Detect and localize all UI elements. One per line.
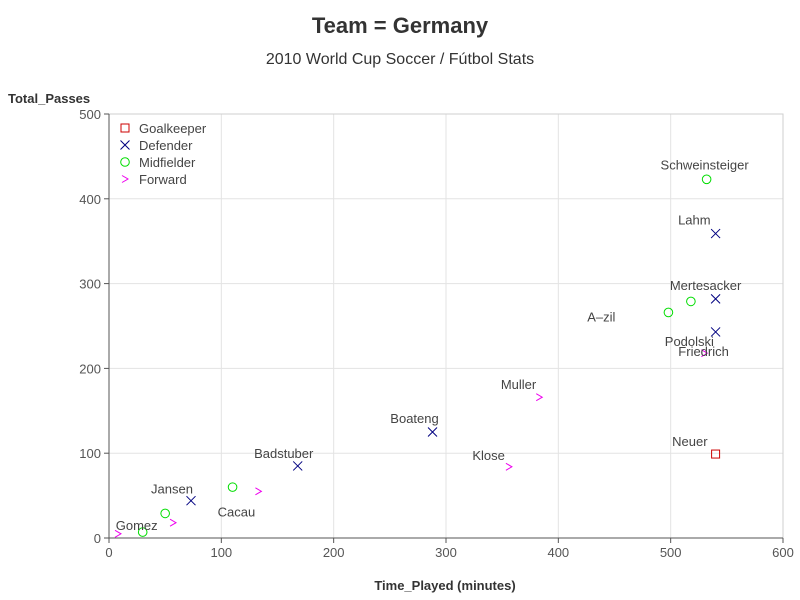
legend-marker-midfielder (120, 157, 130, 167)
chart-subtitle: 2010 World Cup Soccer / Fútbol Stats (266, 51, 534, 68)
chart-title: Team = Germany (312, 13, 489, 38)
y-tick-label: 100 (79, 446, 101, 461)
data-point-defender (710, 228, 721, 239)
point-labels: Schweinsteiger Lahm Mertesacker A–zil Friedr… (116, 157, 750, 533)
legend-marker-goalkeeper (120, 123, 130, 133)
x-tick-label: 200 (323, 545, 345, 560)
data-point-defender (710, 327, 721, 337)
x-tick-label: 500 (660, 545, 682, 560)
legend: Goalkeeper Defender Midfielder Forward (120, 121, 207, 187)
y-tick-label: 0 (94, 531, 101, 546)
point-label: Mertesacker (670, 278, 742, 293)
point-label: Gomez (116, 518, 158, 533)
data-point-midfielder (227, 482, 238, 492)
point-label: Friedrich (678, 344, 729, 359)
x-tick-label: 400 (547, 545, 569, 560)
point-label: Schweinsteiger (661, 157, 750, 172)
data-point-forward (701, 349, 709, 358)
data-point-forward (169, 518, 178, 527)
tick-labels: 0 100 200 300 400 500 600 0 100 200 300 400 500 (79, 107, 794, 560)
legend-entry-midfielder: Midfielder (139, 155, 196, 170)
point-label: A–zil (587, 309, 615, 324)
point-label: Muller (501, 377, 537, 392)
data-point-defender (186, 495, 196, 506)
legend-marker-defender (120, 140, 130, 150)
point-label: Cacau (218, 504, 256, 519)
y-tick-label: 300 (79, 277, 101, 292)
point-label: Podolski (665, 334, 714, 349)
point-label: Neuer (672, 434, 708, 449)
gridlines (109, 114, 783, 538)
y-axis-title: Total_Passes (8, 91, 90, 106)
data-point-forward (505, 462, 513, 471)
data-point-defender (292, 461, 303, 471)
x-tick-label: 100 (210, 545, 232, 560)
legend-marker-forward (121, 175, 129, 183)
point-label: Klose (472, 448, 505, 463)
data-point-midfielder (686, 296, 696, 307)
data-point-goalkeeper (711, 449, 721, 459)
x-axis-title: Time_Played (minutes) (374, 578, 515, 593)
legend-entry-defender: Defender (139, 138, 193, 153)
data-point-defender (427, 427, 438, 437)
x-tick-label: 0 (105, 545, 112, 560)
x-tick-label: 600 (772, 545, 794, 560)
legend-entry-forward: Forward (139, 172, 187, 187)
point-label: Lahm (678, 213, 711, 228)
data-point-midfielder (137, 527, 148, 537)
data-point-forward (535, 393, 544, 402)
data-point-midfielder (663, 307, 674, 318)
y-tick-label: 500 (79, 107, 101, 122)
point-label: Jansen (151, 482, 193, 497)
point-label: Boateng (390, 411, 438, 426)
y-tick-label: 200 (79, 361, 101, 376)
data-point-midfielder (701, 174, 712, 185)
data-points (114, 174, 721, 538)
data-point-defender (710, 294, 721, 304)
data-point-forward (114, 529, 122, 538)
x-tick-label: 300 (435, 545, 457, 560)
legend-entry-goalkeeper: Goalkeeper (139, 121, 207, 136)
y-tick-label: 400 (79, 192, 101, 207)
point-label: Badstuber (254, 446, 314, 461)
data-point-midfielder (160, 508, 170, 519)
data-point-forward (255, 487, 263, 496)
